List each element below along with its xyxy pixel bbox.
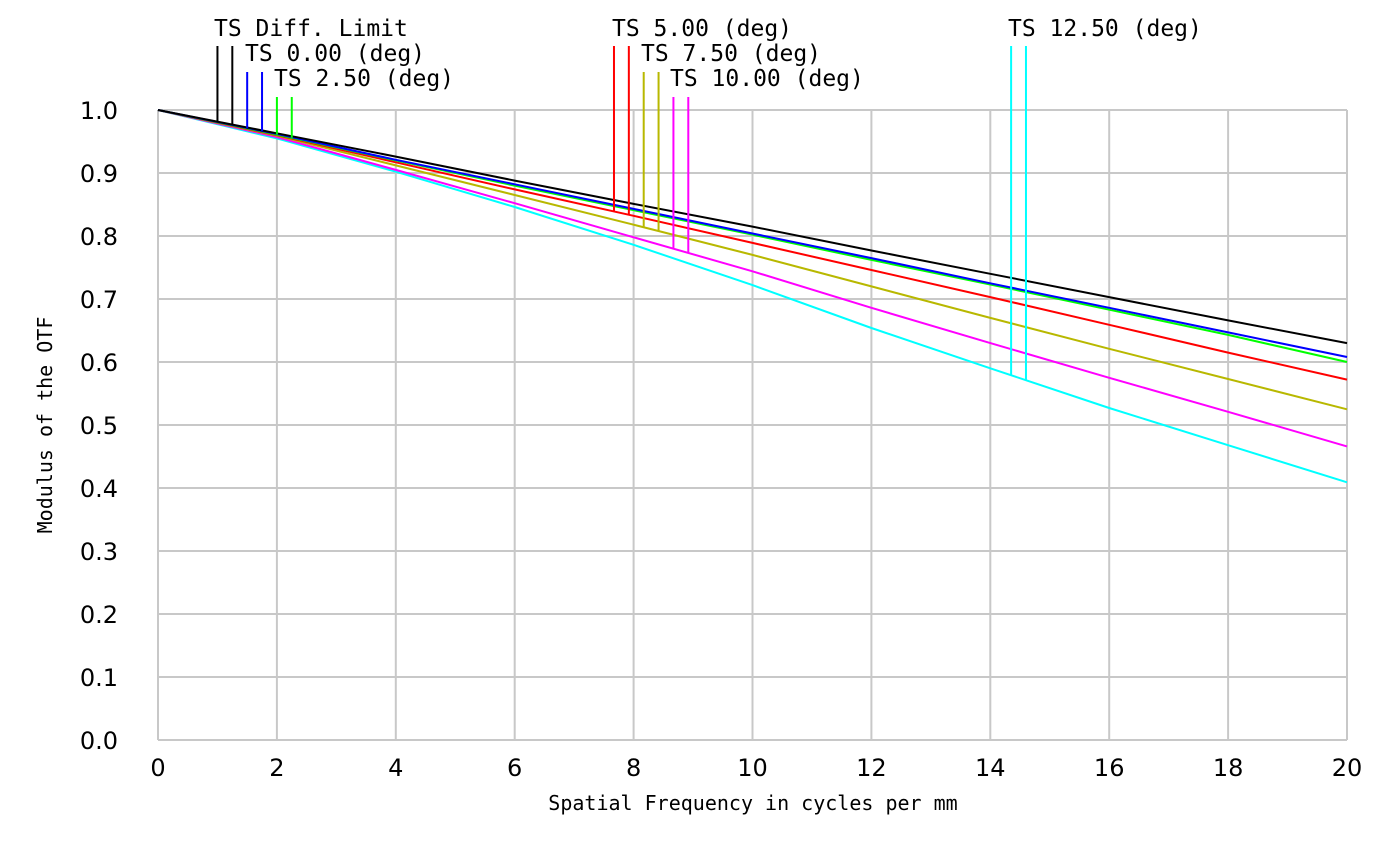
x-axis-title: Spatial Frequency in cycles per mm	[548, 791, 957, 815]
x-tick-label: 16	[1094, 754, 1125, 782]
y-tick-label: 0.8	[80, 223, 118, 251]
series-line	[157, 109, 1348, 358]
grid	[157, 109, 1348, 741]
y-tick-label: 0.1	[80, 664, 118, 692]
y-tick-label: 0.3	[80, 538, 118, 566]
y-tick-label: 0.0	[80, 727, 118, 755]
x-tick-label: 20	[1332, 754, 1363, 782]
x-tick-label: 4	[388, 754, 403, 782]
legend-label: TS 10.00 (deg)	[670, 66, 864, 92]
legend-markers	[216, 46, 1027, 381]
y-tick-label: 0.9	[80, 160, 118, 188]
series-lines	[157, 109, 1348, 484]
axes	[157, 110, 1347, 741]
legend-label: TS Diff. Limit	[214, 16, 408, 42]
y-tick-label: 0.4	[80, 475, 118, 503]
x-tick-label: 12	[856, 754, 887, 782]
series-line	[157, 109, 1348, 448]
x-tick-label: 8	[626, 754, 641, 782]
legend-label: TS 5.00 (deg)	[612, 16, 792, 42]
tick-labels: 0 2 4 6 8 10 12 14 16 18 20 0.0 0.1 0.2 0.3 0.4 0.5 0.6 0.…	[80, 97, 1362, 782]
series-line	[157, 109, 1348, 345]
y-axis-title: Modulus of the OTF	[33, 317, 57, 534]
x-tick-label: 10	[737, 754, 768, 782]
x-tick-label: 0	[150, 754, 165, 782]
legend-label: TS 12.50 (deg)	[1008, 16, 1202, 42]
y-tick-label: 0.6	[80, 349, 118, 377]
x-tick-label: 6	[507, 754, 522, 782]
series-line	[157, 109, 1348, 411]
series-line	[157, 109, 1348, 484]
y-tick-label: 0.7	[80, 286, 118, 314]
y-tick-label: 1.0	[80, 97, 118, 125]
x-tick-label: 2	[269, 754, 284, 782]
legend-label: TS 7.50 (deg)	[641, 41, 821, 67]
x-tick-label: 14	[975, 754, 1006, 782]
legend-label: TS 0.00 (deg)	[245, 41, 425, 67]
y-tick-label: 0.2	[80, 601, 118, 629]
legend-label: TS 2.50 (deg)	[274, 66, 454, 92]
y-tick-label: 0.5	[80, 412, 118, 440]
x-tick-label: 18	[1213, 754, 1244, 782]
series-line	[157, 109, 1348, 381]
